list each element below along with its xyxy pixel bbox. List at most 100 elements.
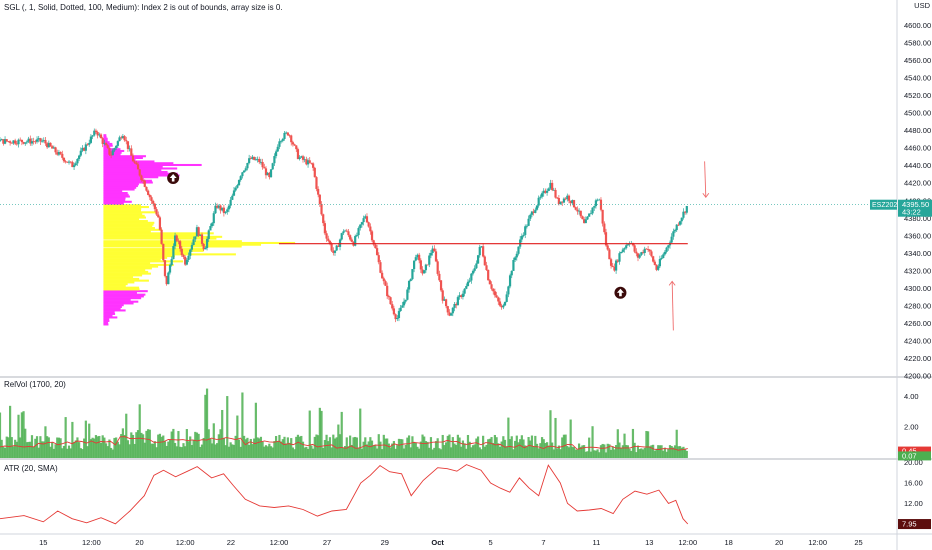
candle-body <box>611 265 614 267</box>
currency-label[interactable]: USD <box>914 2 930 10</box>
relvol-bar <box>19 437 22 458</box>
relvol-bar <box>221 409 224 458</box>
candle-body <box>310 162 313 164</box>
relvol-bar <box>126 440 130 458</box>
relvol-bar <box>652 444 655 458</box>
profile-bar <box>103 291 137 294</box>
profile-bar <box>103 188 135 191</box>
relvol-bar <box>248 445 251 458</box>
candle-body <box>194 236 197 240</box>
relvol-bar <box>138 404 141 458</box>
indicator-legend-atr[interactable]: ATR (20, SMA) <box>4 464 58 473</box>
candle-body <box>125 140 128 142</box>
profile-bar <box>103 253 236 256</box>
atr-line <box>0 464 689 525</box>
candle-body <box>115 145 118 149</box>
relvol-bar <box>76 437 79 458</box>
relvol-bar <box>204 394 207 458</box>
candle-body <box>135 162 138 165</box>
relvol-bar <box>37 447 40 458</box>
time-tick-label: 12:00 <box>82 538 101 547</box>
candle-body <box>172 246 175 260</box>
candle-body <box>251 156 254 159</box>
indicator-legend-sgl[interactable]: SGL (, 1, Solid, Dotted, 100, Medium): I… <box>4 3 283 12</box>
profile-bar <box>103 240 242 243</box>
candle-body <box>66 161 69 163</box>
candle-body <box>281 138 284 141</box>
candle-body <box>480 246 483 248</box>
relvol-bar <box>678 446 682 458</box>
indicator-legend-relvol[interactable]: RelVol (1700, 20) <box>4 380 66 389</box>
relvol-bar <box>83 438 86 458</box>
relvol-bar <box>423 436 426 458</box>
relvol-bar <box>290 438 293 458</box>
relvol-bar <box>540 437 544 458</box>
relvol-bar <box>643 447 646 458</box>
candle-body <box>305 159 308 165</box>
time-tick-label: 20 <box>775 538 783 547</box>
relvol-bar <box>584 451 587 458</box>
time-tick-label: 7 <box>541 538 545 547</box>
candle-body <box>290 135 293 143</box>
candle-body <box>478 246 481 256</box>
candle-body <box>443 299 446 301</box>
candle-body <box>158 217 162 230</box>
candle-body <box>286 132 289 136</box>
relvol-bar <box>64 417 67 458</box>
relvol-bar <box>359 408 362 458</box>
candle-body <box>248 158 251 163</box>
relvol-bar <box>216 443 219 458</box>
candle-body <box>335 245 338 251</box>
relvol-bar <box>439 449 443 458</box>
relvol-bar <box>69 448 72 458</box>
candle-body <box>382 278 385 282</box>
profile-bar <box>103 311 115 314</box>
relvol-bar <box>673 445 677 458</box>
relvol-bar <box>94 435 98 458</box>
candle-body <box>354 236 357 246</box>
relvol-bar <box>684 449 687 458</box>
candle-body <box>231 195 234 200</box>
relvol-bar <box>660 445 663 458</box>
profile-bar <box>103 206 149 209</box>
candle-body <box>99 134 103 139</box>
relvol-bar <box>123 434 126 458</box>
candle-body <box>413 260 416 270</box>
relvol-bar <box>306 448 310 458</box>
relvol-bar <box>120 434 123 458</box>
relvol-bar <box>456 434 459 458</box>
candle-body <box>636 253 640 258</box>
relvol-bar <box>301 441 305 458</box>
relvol-bar <box>433 447 436 458</box>
relvol-bar <box>490 437 493 458</box>
relvol-bar <box>441 434 444 458</box>
candle-body <box>152 201 155 204</box>
relvol-bar <box>663 447 667 458</box>
relvol-bar <box>650 445 653 458</box>
price-tick-label: 4220.00 <box>904 354 931 363</box>
relvol-bar <box>508 439 512 458</box>
relvol-bar <box>222 438 225 458</box>
relvol-bar <box>56 437 59 458</box>
relvol-bar <box>626 445 629 458</box>
relvol-bar <box>394 448 397 458</box>
relvol-bar <box>465 448 468 458</box>
relvol-bar <box>636 445 640 458</box>
relvol-bar <box>503 439 507 458</box>
relvol-bar <box>197 433 200 458</box>
relvol-bar <box>554 417 557 458</box>
chart-markers <box>167 161 710 331</box>
profile-bar <box>103 165 163 168</box>
candle-body <box>608 249 611 260</box>
candle-body <box>17 139 20 145</box>
candle-body <box>147 190 150 195</box>
price-tick-label: 4260.00 <box>904 319 931 328</box>
relvol-bar <box>577 443 581 458</box>
profile-bar <box>103 225 153 228</box>
relvol-bar <box>416 446 419 458</box>
candle-body <box>456 297 459 306</box>
candle-body <box>285 132 288 134</box>
relvol-bar <box>337 424 340 458</box>
relvol-bar <box>239 446 242 458</box>
